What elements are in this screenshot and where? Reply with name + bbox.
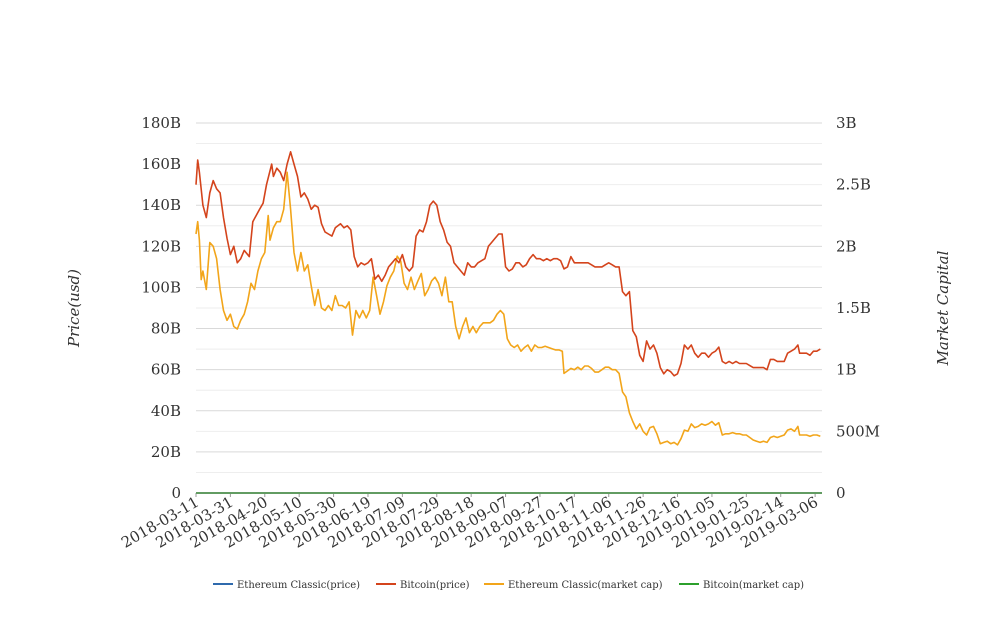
right-tick-label: 3B	[836, 114, 857, 132]
legend-label: Bitcoin(price)	[400, 580, 470, 591]
right-tick-label: 1.5B	[836, 299, 871, 317]
gridlines	[196, 122, 822, 473]
right-tick-label: 1B	[836, 361, 857, 379]
left-axis-ticks: 0 20B 40B 60B 80B 100B 120B 140B 160B 180B	[141, 114, 181, 502]
legend-label: Ethereum Classic(market cap)	[508, 580, 663, 591]
left-tick-label: 180B	[141, 114, 181, 132]
series-line-ethereum-classic-market-cap	[195, 171, 821, 446]
right-tick-label: 0	[836, 484, 846, 502]
right-tick-label: 2B	[836, 237, 857, 255]
series-line-bitcoin-price	[195, 151, 821, 377]
right-axis-title: Market Capital	[934, 250, 952, 366]
left-tick-label: 20B	[151, 443, 181, 461]
left-tick-label: 80B	[151, 320, 181, 338]
left-axis-title: Price(usd)	[65, 269, 83, 348]
legend-label: Bitcoin(market cap)	[703, 580, 804, 591]
legend: Ethereum Classic(price) Bitcoin(price) Eth…	[213, 580, 804, 591]
right-tick-label: 2.5B	[836, 176, 871, 194]
left-tick-label: 160B	[141, 155, 181, 173]
series-lines	[195, 151, 822, 494]
left-tick-label: 60B	[151, 361, 181, 379]
left-tick-label: 100B	[141, 278, 181, 296]
left-tick-label: 0	[171, 484, 181, 502]
left-tick-label: 40B	[151, 402, 181, 420]
right-axis-ticks: 0 500M 1B 1.5B 2B 2.5B 3B	[836, 114, 880, 502]
left-tick-label: 140B	[141, 196, 181, 214]
x-axis-ticks: 2018-03-112018-03-312018-04-202018-05-10…	[118, 493, 821, 552]
legend-label: Ethereum Classic(price)	[237, 580, 360, 591]
left-tick-label: 120B	[141, 237, 181, 255]
right-tick-label: 500M	[836, 422, 880, 440]
